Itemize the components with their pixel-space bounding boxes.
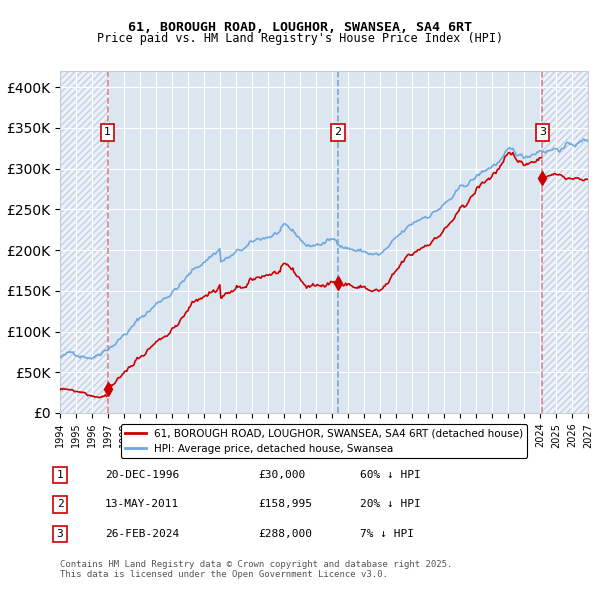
- Bar: [542, 71, 588, 413]
- Text: £288,000: £288,000: [258, 529, 312, 539]
- Bar: [542, 71, 588, 413]
- Text: 3: 3: [56, 529, 64, 539]
- Text: 20% ↓ HPI: 20% ↓ HPI: [360, 500, 421, 509]
- Text: 1: 1: [56, 470, 64, 480]
- Legend: 61, BOROUGH ROAD, LOUGHOR, SWANSEA, SA4 6RT (detached house), HPI: Average price: 61, BOROUGH ROAD, LOUGHOR, SWANSEA, SA4 …: [121, 424, 527, 458]
- Text: 61, BOROUGH ROAD, LOUGHOR, SWANSEA, SA4 6RT: 61, BOROUGH ROAD, LOUGHOR, SWANSEA, SA4 …: [128, 21, 472, 34]
- Text: 13-MAY-2011: 13-MAY-2011: [105, 500, 179, 509]
- Text: 7% ↓ HPI: 7% ↓ HPI: [360, 529, 414, 539]
- Text: £30,000: £30,000: [258, 470, 305, 480]
- Text: 60% ↓ HPI: 60% ↓ HPI: [360, 470, 421, 480]
- Bar: [60, 71, 107, 413]
- Text: 1: 1: [104, 127, 111, 137]
- Text: £158,995: £158,995: [258, 500, 312, 509]
- Text: 20-DEC-1996: 20-DEC-1996: [105, 470, 179, 480]
- Text: Contains HM Land Registry data © Crown copyright and database right 2025.
This d: Contains HM Land Registry data © Crown c…: [60, 560, 452, 579]
- Text: 2: 2: [334, 127, 341, 137]
- Bar: [60, 71, 107, 413]
- Text: 2: 2: [56, 500, 64, 509]
- Text: 26-FEB-2024: 26-FEB-2024: [105, 529, 179, 539]
- Text: Price paid vs. HM Land Registry's House Price Index (HPI): Price paid vs. HM Land Registry's House …: [97, 32, 503, 45]
- Text: 3: 3: [539, 127, 546, 137]
